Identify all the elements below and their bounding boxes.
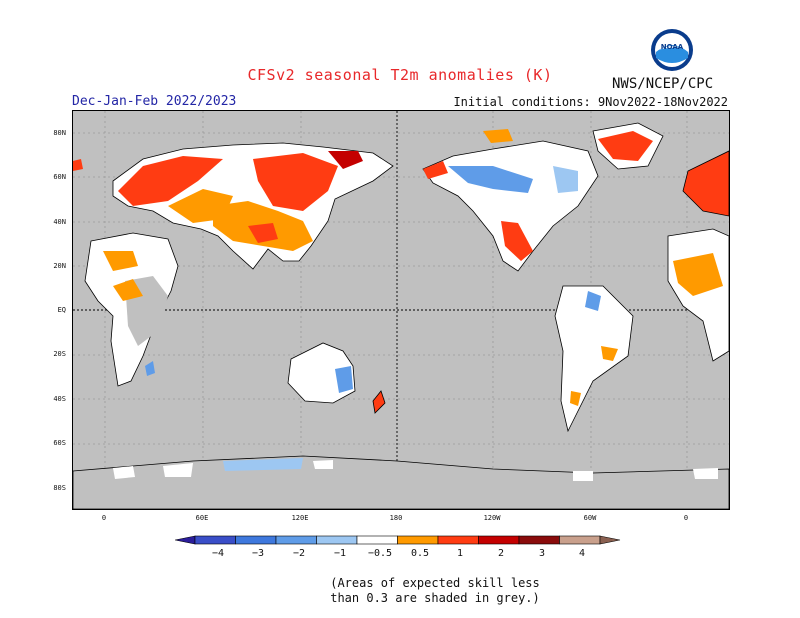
- colorbar-tick: 0.5: [410, 548, 430, 559]
- eurasia-warm-anomalies: [73, 151, 363, 376]
- colorbar-swatch: [194, 535, 236, 545]
- lat-label: 20N: [53, 262, 66, 270]
- colorbar-tick: 4: [578, 548, 586, 559]
- lat-label: 80S: [53, 484, 66, 492]
- australia: [287, 342, 386, 414]
- lat-label: 20S: [53, 350, 66, 358]
- anomaly-map: [72, 110, 730, 510]
- colorbar-swatch: [275, 535, 317, 545]
- colorbar-swatch: [235, 535, 277, 545]
- lon-label: 120E: [291, 514, 309, 522]
- colorbar-swatch: [478, 535, 520, 545]
- south-america: [554, 285, 634, 433]
- lon-label: 180: [389, 514, 403, 522]
- colorbar-swatch: [559, 535, 601, 545]
- season-label: Dec-Jan-Feb 2022/2023: [72, 94, 237, 109]
- colorbar-tick: −3: [251, 548, 265, 559]
- initial-conditions-label: Initial conditions: 9Nov2022-18Nov2022: [453, 95, 728, 109]
- colorbar-swatch: [437, 535, 479, 545]
- lat-label: 60S: [53, 439, 66, 447]
- organization-label: NWS/NCEP/CPC: [612, 76, 714, 92]
- europe-africa-right: [667, 150, 729, 362]
- skill-note-line2: than 0.3 are shaded in grey.): [330, 591, 540, 605]
- lat-label: 40S: [53, 395, 66, 403]
- colorbar-tick: −2: [292, 548, 306, 559]
- colorbar: [175, 535, 621, 545]
- lon-label: 60E: [195, 514, 209, 522]
- map-svg: [73, 111, 729, 509]
- antarctica: [73, 455, 729, 509]
- colorbar-tick: 2: [497, 548, 505, 559]
- colorbar-swatch: [518, 535, 560, 545]
- colorbar-tick: −0.5: [367, 548, 393, 559]
- colorbar-max-arrow: [599, 535, 621, 545]
- skill-note: (Areas of expected skill less than 0.3 a…: [0, 576, 800, 606]
- lat-label: 60N: [53, 173, 66, 181]
- lon-label: 120W: [483, 514, 501, 522]
- lat-label: EQ: [57, 306, 66, 314]
- colorbar-swatch: [397, 535, 439, 545]
- noaa-logo-icon: NOAA: [651, 29, 693, 71]
- colorbar-min-arrow: [175, 535, 196, 545]
- lat-label: 40N: [53, 218, 66, 226]
- colorbar-swatch: [356, 535, 398, 545]
- colorbar-tick: 3: [538, 548, 546, 559]
- colorbar-tick: 1: [456, 548, 464, 559]
- colorbar-swatch: [316, 535, 358, 545]
- lon-label: 60W: [583, 514, 597, 522]
- north-america: [422, 122, 664, 272]
- lon-label: 0: [101, 514, 107, 522]
- lat-label: 80N: [53, 129, 66, 137]
- lon-label: 0: [683, 514, 689, 522]
- skill-note-line1: (Areas of expected skill less: [330, 576, 540, 590]
- logo-text: NOAA: [661, 43, 684, 51]
- chart-title: CFSv2 seasonal T2m anomalies (K): [247, 66, 553, 84]
- colorbar-tick: −1: [333, 548, 347, 559]
- colorbar-tick: −4: [211, 548, 225, 559]
